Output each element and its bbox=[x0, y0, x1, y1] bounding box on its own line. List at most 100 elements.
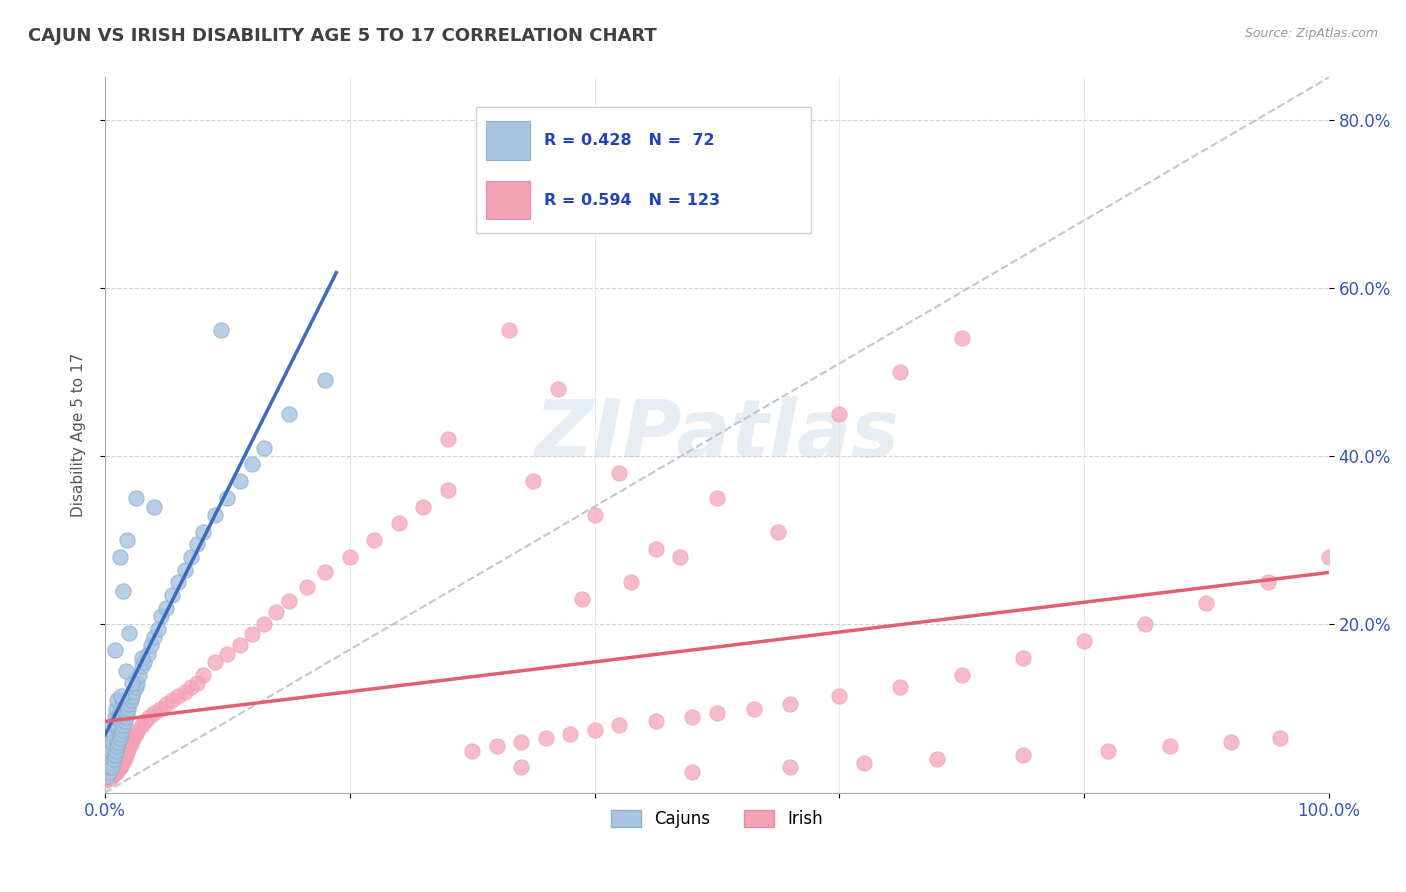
Point bbox=[706, 706, 728, 720]
Point bbox=[240, 458, 263, 472]
Point bbox=[104, 754, 127, 768]
Point bbox=[644, 541, 666, 556]
Y-axis label: Disability Age 5 to 17: Disability Age 5 to 17 bbox=[72, 353, 86, 517]
Point bbox=[681, 710, 703, 724]
Point bbox=[1159, 739, 1181, 754]
Point bbox=[114, 747, 136, 762]
Point bbox=[547, 382, 569, 396]
Point bbox=[100, 743, 122, 757]
Point bbox=[107, 762, 129, 776]
Point bbox=[121, 689, 143, 703]
Point bbox=[105, 693, 128, 707]
Point bbox=[127, 723, 149, 737]
Point bbox=[112, 718, 135, 732]
Point bbox=[669, 550, 692, 565]
Point bbox=[204, 655, 226, 669]
Point bbox=[97, 769, 120, 783]
Point bbox=[571, 592, 593, 607]
Text: CAJUN VS IRISH DISABILITY AGE 5 TO 17 CORRELATION CHART: CAJUN VS IRISH DISABILITY AGE 5 TO 17 CO… bbox=[28, 27, 657, 45]
Point bbox=[510, 760, 533, 774]
Point bbox=[167, 689, 190, 703]
Point bbox=[180, 550, 202, 565]
Point bbox=[100, 771, 122, 785]
Point bbox=[117, 742, 139, 756]
Point bbox=[107, 733, 129, 747]
Point bbox=[436, 432, 458, 446]
Point bbox=[191, 668, 214, 682]
Point bbox=[96, 764, 118, 779]
Point bbox=[120, 693, 142, 707]
Point bbox=[180, 681, 202, 695]
Point bbox=[644, 714, 666, 728]
Point bbox=[100, 739, 122, 754]
Point bbox=[155, 600, 177, 615]
Point bbox=[112, 754, 135, 768]
Point bbox=[186, 676, 208, 690]
Point bbox=[122, 731, 145, 745]
Point bbox=[118, 625, 141, 640]
Point bbox=[115, 706, 138, 720]
Point bbox=[1011, 651, 1033, 665]
Point bbox=[97, 764, 120, 779]
Point bbox=[173, 563, 195, 577]
Point bbox=[105, 750, 128, 764]
Point bbox=[105, 718, 128, 732]
Point bbox=[100, 731, 122, 745]
Point bbox=[150, 609, 173, 624]
Point bbox=[105, 754, 128, 768]
Point bbox=[101, 745, 124, 759]
Point bbox=[107, 710, 129, 724]
Point bbox=[121, 676, 143, 690]
Point bbox=[98, 756, 121, 771]
Point bbox=[889, 365, 911, 379]
Text: ZIPatlas: ZIPatlas bbox=[534, 396, 900, 474]
Point bbox=[436, 483, 458, 497]
Point bbox=[111, 756, 134, 771]
Point bbox=[128, 668, 150, 682]
Point bbox=[115, 745, 138, 759]
Point bbox=[136, 647, 159, 661]
Point bbox=[124, 491, 146, 505]
Point bbox=[104, 747, 127, 762]
Point bbox=[107, 750, 129, 764]
Point bbox=[118, 698, 141, 712]
Legend: Cajuns, Irish: Cajuns, Irish bbox=[605, 803, 830, 834]
Point bbox=[98, 767, 121, 781]
Point bbox=[766, 524, 789, 539]
Point bbox=[110, 742, 132, 756]
Point bbox=[204, 508, 226, 522]
Point bbox=[112, 583, 135, 598]
Point bbox=[142, 706, 165, 720]
Point bbox=[110, 758, 132, 772]
Point bbox=[1195, 596, 1218, 610]
Point bbox=[98, 739, 121, 754]
Point bbox=[100, 764, 122, 779]
Point bbox=[96, 772, 118, 787]
Point bbox=[607, 718, 630, 732]
Point bbox=[118, 739, 141, 754]
Point bbox=[103, 752, 125, 766]
Point bbox=[363, 533, 385, 548]
Point bbox=[681, 764, 703, 779]
Point bbox=[1011, 747, 1033, 762]
Point bbox=[110, 701, 132, 715]
Point bbox=[105, 739, 128, 754]
Point bbox=[240, 627, 263, 641]
Point bbox=[852, 756, 875, 771]
Point bbox=[104, 710, 127, 724]
Point bbox=[100, 756, 122, 771]
Point bbox=[742, 701, 765, 715]
Point bbox=[828, 407, 851, 421]
Point bbox=[108, 760, 131, 774]
Point bbox=[134, 655, 156, 669]
Point bbox=[105, 701, 128, 715]
Point bbox=[131, 651, 153, 665]
Point bbox=[124, 681, 146, 695]
Point bbox=[108, 745, 131, 759]
Point bbox=[122, 684, 145, 698]
Point bbox=[412, 500, 434, 514]
Point bbox=[101, 758, 124, 772]
Point bbox=[583, 508, 606, 522]
Point bbox=[706, 491, 728, 505]
Point bbox=[209, 323, 232, 337]
